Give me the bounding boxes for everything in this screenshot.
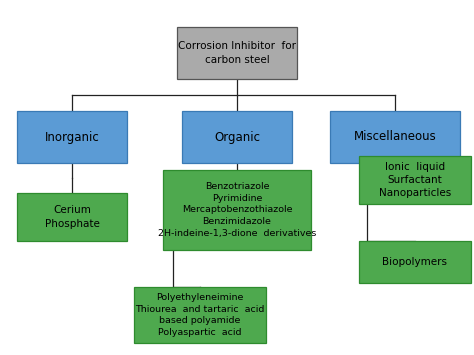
FancyBboxPatch shape [359, 241, 471, 283]
Text: Polyethyleneimine
Thiourea  and tartaric  acid
based polyamide
Polyaspartic  aci: Polyethyleneimine Thiourea and tartaric … [135, 293, 264, 337]
Text: Cerium
Phosphate: Cerium Phosphate [45, 206, 100, 229]
Text: Benzotriazole
Pyrimidine
Mercaptobenzothiazole
Benzimidazole
2H-indeine-1,3-dion: Benzotriazole Pyrimidine Mercaptobenzoth… [158, 182, 316, 238]
FancyBboxPatch shape [182, 111, 292, 163]
FancyBboxPatch shape [17, 193, 127, 241]
FancyBboxPatch shape [163, 170, 311, 250]
FancyBboxPatch shape [177, 27, 297, 79]
FancyBboxPatch shape [134, 287, 266, 343]
Text: Corrosion Inhibitor  for
carbon steel: Corrosion Inhibitor for carbon steel [178, 42, 296, 65]
Text: Organic: Organic [214, 131, 260, 143]
FancyBboxPatch shape [330, 111, 460, 163]
Text: Biopolymers: Biopolymers [383, 257, 447, 267]
Text: Inorganic: Inorganic [45, 131, 100, 143]
FancyBboxPatch shape [359, 156, 471, 204]
FancyBboxPatch shape [17, 111, 127, 163]
Text: Miscellaneous: Miscellaneous [354, 131, 437, 143]
Text: Ionic  liquid
Surfactant
Nanoparticles: Ionic liquid Surfactant Nanoparticles [379, 162, 451, 198]
